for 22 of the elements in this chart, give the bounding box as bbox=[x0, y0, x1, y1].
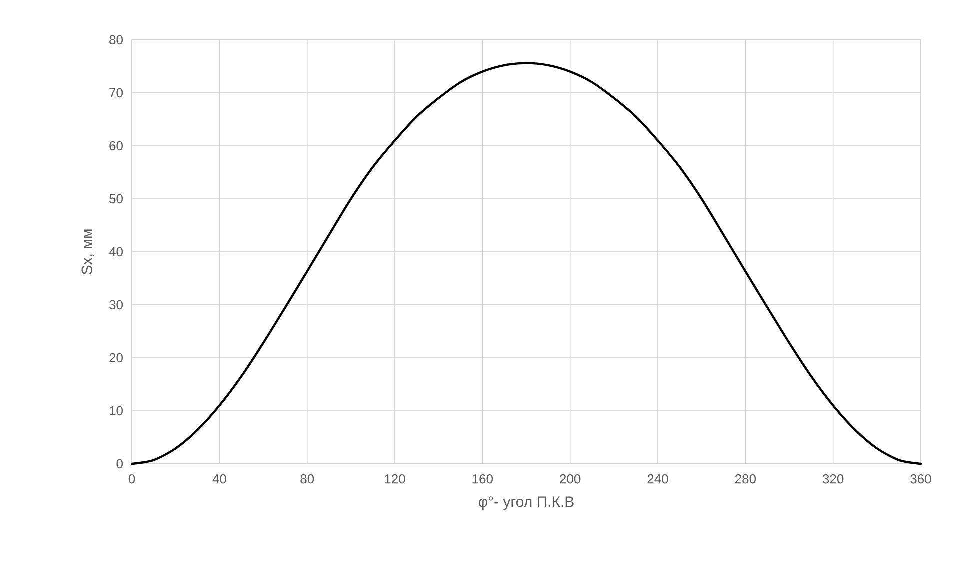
x-tick-label: 200 bbox=[560, 474, 581, 484]
x-tick-label: 240 bbox=[648, 474, 668, 484]
y-tick-label: 50 bbox=[110, 194, 123, 204]
x-tick-label: 360 bbox=[910, 474, 932, 484]
y-tick-label: 0 bbox=[116, 459, 123, 469]
x-tick-label: 160 bbox=[472, 474, 494, 484]
line-series bbox=[130, 62, 922, 466]
x-tick-label: 80 bbox=[300, 474, 314, 484]
y-tick-label: 60 bbox=[110, 141, 123, 151]
x-axis-title: φ°- угол П.К.В bbox=[478, 496, 574, 510]
x-tick-label: 320 bbox=[822, 474, 844, 484]
y-axis-title: Sx, мм bbox=[82, 230, 94, 275]
x-tick-label: 0 bbox=[128, 474, 136, 484]
x-tick-label: 120 bbox=[385, 474, 406, 484]
x-tick-label: 280 bbox=[735, 474, 756, 484]
y-tick-label: 80 bbox=[110, 35, 123, 45]
y-tick-label: 30 bbox=[110, 300, 123, 310]
y-tick-label: 20 bbox=[110, 353, 123, 363]
y-tick-label: 10 bbox=[110, 406, 123, 416]
y-tick-label: 40 bbox=[109, 247, 123, 257]
y-tick-label: 70 bbox=[110, 88, 123, 98]
x-tick-label: 40 bbox=[212, 474, 226, 484]
